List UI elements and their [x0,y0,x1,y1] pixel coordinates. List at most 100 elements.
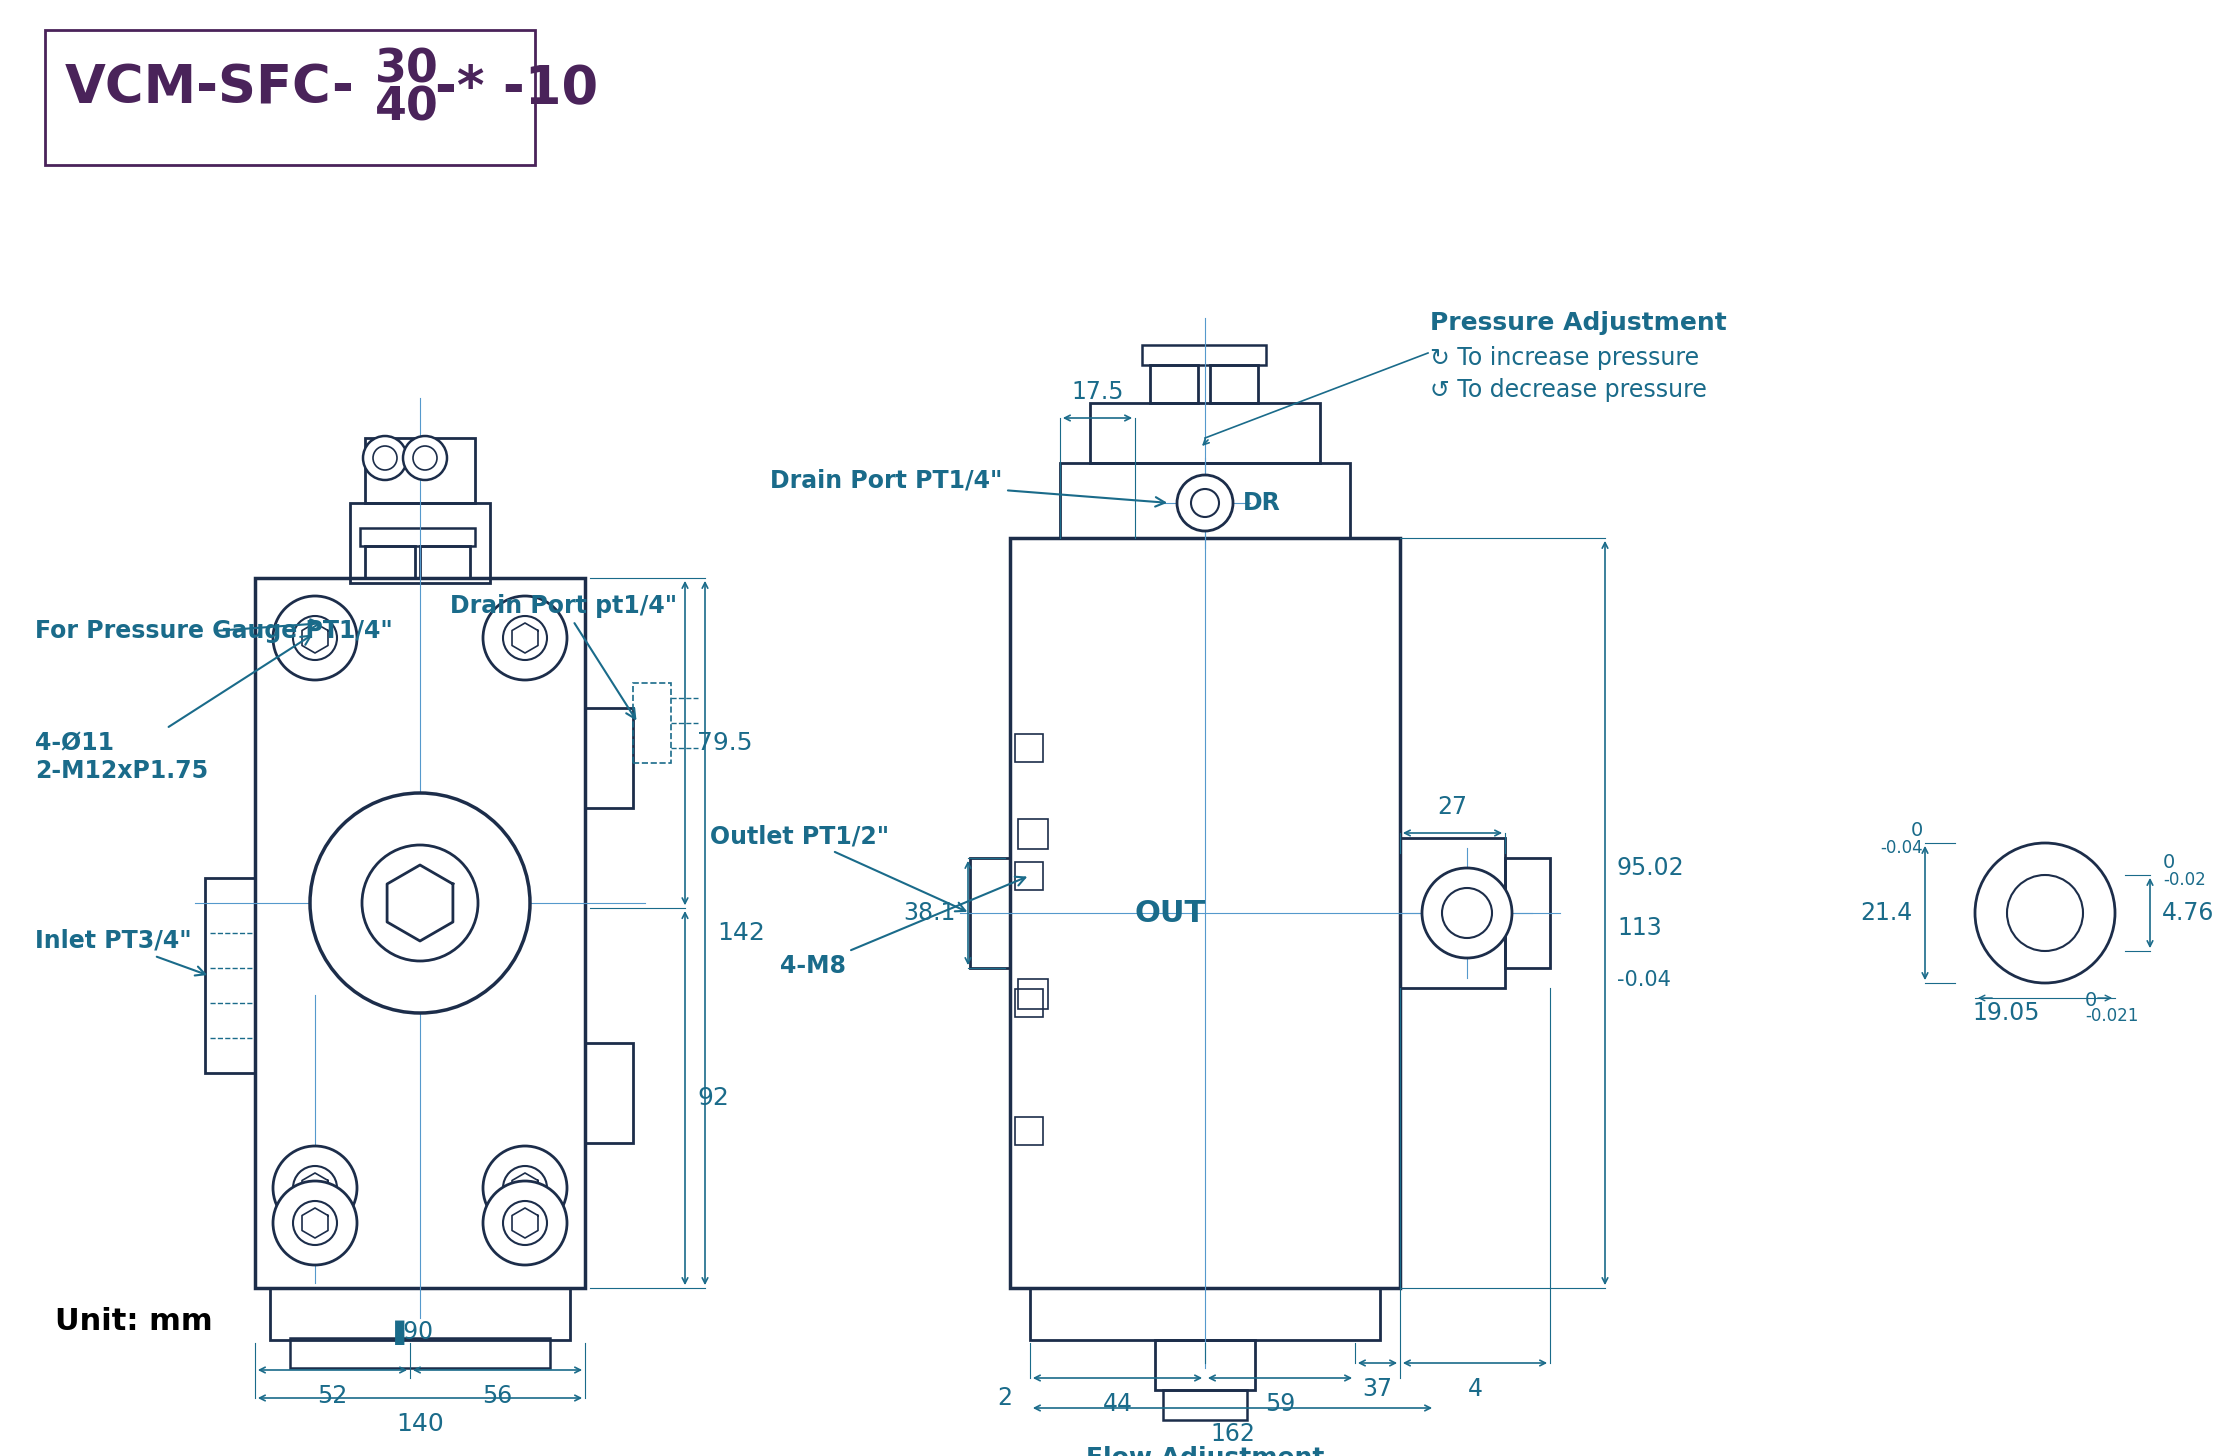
Circle shape [293,616,336,660]
Bar [1015,862,1044,890]
Text: Pressure Adjustment: Pressure Adjustment [1429,312,1727,335]
Text: 113: 113 [1617,916,1662,941]
Text: Outlet PT1/2": Outlet PT1/2" [710,824,965,911]
Circle shape [363,435,408,480]
Bar [1142,345,1266,365]
Bar [1030,1289,1380,1340]
Circle shape [1422,868,1512,958]
Bar [1017,818,1048,849]
Circle shape [1176,475,1232,531]
Text: ↺ To decrease pressure: ↺ To decrease pressure [1429,379,1707,402]
Text: -0.04: -0.04 [1617,971,1671,990]
Text: 0: 0 [1911,821,1922,840]
Text: 21.4: 21.4 [1861,901,1913,925]
Circle shape [1976,843,2115,983]
Bar [585,708,634,808]
Text: 56: 56 [482,1385,513,1408]
Text: 19.05: 19.05 [1973,1002,2041,1025]
Bar [1017,978,1048,1009]
Bar [365,546,414,578]
Circle shape [1443,888,1492,938]
Text: -* -10: -* -10 [435,63,598,114]
Bar [45,31,535,165]
Text: 0: 0 [2085,992,2097,1010]
Text: 4-M8: 4-M8 [780,877,1026,978]
Text: 17.5: 17.5 [1071,380,1124,403]
Text: 79.5: 79.5 [697,731,753,756]
Text: OUT: OUT [1133,898,1205,927]
Circle shape [484,1146,567,1230]
Text: ↻ To increase pressure: ↻ To increase pressure [1429,347,1700,370]
Bar [206,878,255,1073]
Circle shape [504,1201,547,1245]
Text: 140: 140 [396,1412,444,1436]
Bar [1505,858,1550,968]
Circle shape [273,1146,356,1230]
Bar [1060,463,1351,539]
Circle shape [293,1201,336,1245]
Text: 44: 44 [1102,1392,1133,1417]
Bar [1163,1390,1248,1420]
Text: 59: 59 [1266,1392,1295,1417]
Bar [255,578,585,1289]
Circle shape [412,446,437,470]
Circle shape [363,844,477,961]
Bar [1015,989,1044,1016]
Text: 37: 37 [1362,1377,1393,1401]
Bar [1400,839,1505,989]
Bar [1210,365,1259,403]
Circle shape [273,1181,356,1265]
Bar [1091,403,1319,463]
Text: 0: 0 [2164,853,2175,872]
Bar [1015,734,1044,761]
Text: 4: 4 [1467,1377,1483,1401]
Text: 142: 142 [717,922,764,945]
Circle shape [2007,875,2083,951]
Text: -0.02: -0.02 [2164,871,2206,890]
Text: -0.021: -0.021 [2085,1008,2139,1025]
Bar [1149,365,1198,403]
Text: 38.1: 38.1 [903,901,956,925]
Text: For Pressure Gauge PT1/4": For Pressure Gauge PT1/4" [36,619,392,644]
Circle shape [273,596,356,680]
Text: Unit: mm: Unit: mm [56,1306,213,1335]
Bar [361,529,475,546]
Bar [634,683,672,763]
Bar [1010,539,1400,1289]
Bar [421,546,470,578]
Circle shape [374,446,396,470]
Text: Inlet PT3/4": Inlet PT3/4" [36,929,206,976]
Text: DR: DR [1243,491,1281,515]
Text: 92: 92 [697,1086,728,1109]
Text: 27: 27 [1438,795,1467,818]
Text: 4.76: 4.76 [2162,901,2215,925]
Text: Drain Port PT1/4": Drain Port PT1/4" [771,469,1165,507]
Text: Flow Adjustment: Flow Adjustment [1086,1446,1324,1456]
Text: 95.02: 95.02 [1617,856,1684,879]
Circle shape [1192,489,1219,517]
Circle shape [504,616,547,660]
Text: VCM-SFC-: VCM-SFC- [65,63,354,114]
Circle shape [293,1166,336,1210]
Circle shape [504,1166,547,1210]
Text: 52: 52 [318,1385,347,1408]
Circle shape [403,435,448,480]
Text: 40: 40 [374,86,439,131]
Text: 4-Ø11
2-M12xP1.75: 4-Ø11 2-M12xP1.75 [36,636,311,783]
Bar [585,1042,634,1143]
Text: 162: 162 [1210,1423,1254,1446]
Circle shape [309,794,531,1013]
Bar [365,438,475,502]
Bar [1015,1117,1044,1144]
Text: Drain Port pt1/4": Drain Port pt1/4" [450,594,676,719]
Text: 30: 30 [374,48,439,93]
Bar [289,1338,551,1369]
Circle shape [484,1181,567,1265]
Text: -0.04: -0.04 [1879,839,1922,858]
Circle shape [484,596,567,680]
Text: ▐90: ▐90 [385,1321,435,1345]
Bar [970,858,1010,968]
Text: 2: 2 [997,1386,1012,1409]
Bar [349,502,491,582]
Bar [271,1289,569,1340]
